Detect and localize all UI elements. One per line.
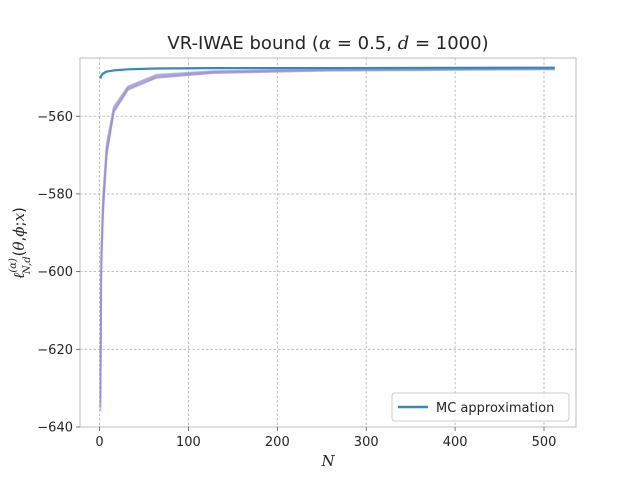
plot-area — [80, 58, 576, 427]
x-tick-label: 400 — [443, 435, 468, 450]
x-tick-label: 300 — [354, 435, 379, 450]
data-lines — [99, 66, 555, 412]
ticks: 0 100 200 300 400 500 −640 −620 −600 −580 −560 — [37, 110, 556, 450]
legend: MC approximation — [391, 392, 570, 422]
y-tick-label: −600 — [37, 265, 73, 280]
y-axis-label: ℓ(α) N,d(θ,ϕ;x) — [8, 207, 33, 279]
legend-box — [391, 392, 570, 422]
y-tick-label: −640 — [37, 421, 73, 436]
x-axis-label: N — [320, 452, 335, 470]
legend-label-mc: MC approximation — [436, 401, 554, 416]
axes-frame — [79, 57, 577, 428]
y-tick-label: −560 — [37, 110, 73, 125]
y-tick-label: −620 — [37, 343, 73, 358]
chart-title: VR-IWAE bound (α = 0.5, d = 1000) — [167, 33, 488, 54]
x-tick-label: 0 — [95, 435, 103, 450]
x-tick-label: 100 — [176, 435, 201, 450]
mc-approximation-line — [99, 66, 555, 79]
bundle-series-line — [99, 68, 555, 408]
x-tick-label: 200 — [265, 435, 290, 450]
x-tick-label: 500 — [532, 435, 557, 450]
y-tick-label: −580 — [37, 187, 73, 202]
